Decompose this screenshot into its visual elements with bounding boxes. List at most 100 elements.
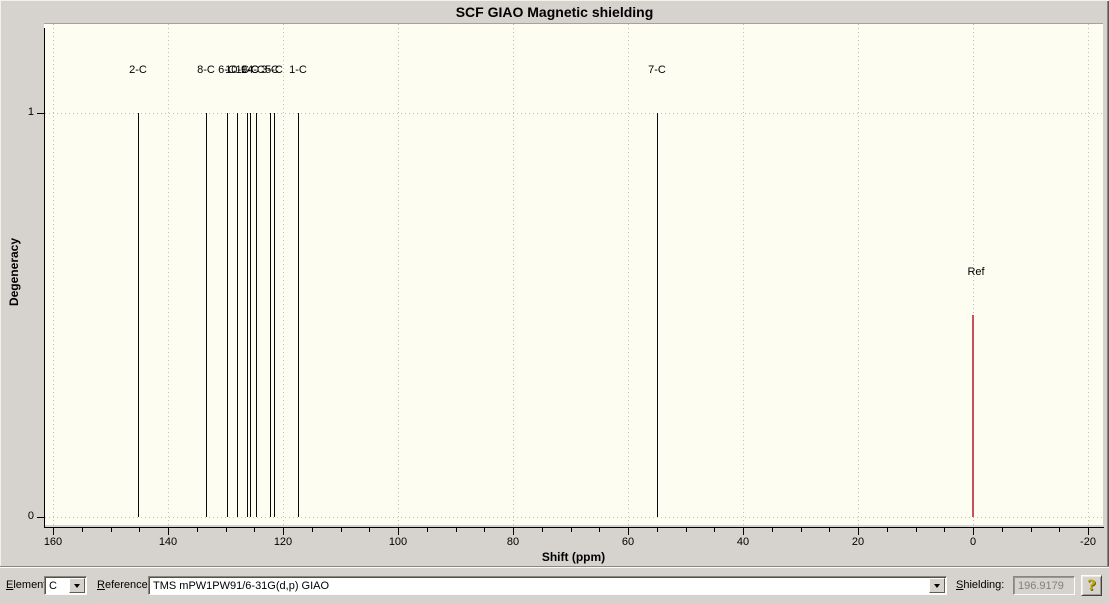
peak-line bbox=[298, 113, 299, 517]
peak-line bbox=[250, 113, 251, 517]
help-button[interactable]: ? bbox=[1081, 575, 1102, 596]
x-gridline bbox=[743, 24, 744, 525]
x-tick bbox=[225, 528, 227, 532]
x-tick-label: 120 bbox=[273, 536, 293, 548]
x-tick bbox=[829, 528, 831, 532]
x-tick bbox=[340, 528, 342, 532]
y-axis-title: Degeneracy bbox=[7, 237, 21, 307]
x-tick bbox=[53, 528, 54, 535]
x-tick bbox=[1001, 528, 1003, 532]
x-tick bbox=[484, 528, 486, 532]
x-tick-label: 80 bbox=[506, 536, 520, 548]
x-tick bbox=[110, 528, 112, 532]
y-tick bbox=[37, 113, 44, 114]
peak-line bbox=[256, 113, 257, 517]
x-tick-label: 0 bbox=[969, 536, 977, 548]
chevron-down-icon bbox=[74, 583, 80, 588]
x-tick bbox=[886, 528, 888, 532]
x-tick-label: 40 bbox=[736, 536, 750, 548]
x-tick bbox=[254, 528, 256, 532]
reference-combo-arrow-icon[interactable] bbox=[929, 578, 945, 593]
help-question-icon: ? bbox=[1087, 577, 1096, 594]
x-tick bbox=[1030, 528, 1032, 532]
element-combo-arrow-icon[interactable] bbox=[69, 578, 85, 593]
x-tick-label: 60 bbox=[621, 536, 635, 548]
x-gridline bbox=[973, 24, 974, 525]
x-gridline bbox=[1088, 24, 1089, 525]
peak-label: 3-C bbox=[261, 64, 279, 76]
peak-label: 4-C bbox=[247, 64, 265, 76]
x-tick bbox=[915, 528, 917, 532]
x-tick bbox=[81, 528, 83, 532]
peak-line bbox=[274, 113, 275, 517]
plot-area[interactable] bbox=[44, 24, 1103, 525]
x-tick bbox=[1059, 528, 1061, 532]
x-gridline bbox=[283, 24, 284, 525]
x-tick-label: 100 bbox=[388, 536, 408, 548]
chevron-down-icon bbox=[934, 583, 940, 588]
peak-line bbox=[237, 113, 238, 517]
x-tick bbox=[771, 528, 773, 532]
peak-line bbox=[138, 113, 139, 517]
x-tick bbox=[541, 528, 543, 532]
x-tick-label: 140 bbox=[158, 536, 178, 548]
peak-label: 5-C bbox=[265, 64, 283, 76]
x-tick bbox=[973, 528, 974, 535]
peak-label: 2-C bbox=[129, 64, 147, 76]
x-tick bbox=[283, 528, 284, 535]
element-label: Element: bbox=[6, 579, 50, 591]
x-tick-label: -20 bbox=[1080, 536, 1096, 548]
reference-combo-value: TMS mPW1PW91/6-31G(d,p) GIAO bbox=[153, 580, 330, 592]
reference-combo[interactable]: TMS mPW1PW91/6-31G(d,p) GIAO bbox=[148, 576, 947, 595]
x-tick bbox=[570, 528, 572, 532]
toolbar: Element: C Reference: TMS mPW1PW91/6-31G… bbox=[0, 566, 1109, 604]
y-axis-line bbox=[44, 28, 45, 527]
shielding-label: Shielding: bbox=[956, 579, 1005, 591]
x-tick bbox=[743, 528, 744, 535]
x-tick bbox=[196, 528, 198, 532]
peak-line bbox=[247, 113, 248, 517]
x-tick bbox=[800, 528, 802, 532]
shielding-field: 196.9179 bbox=[1013, 576, 1075, 595]
chart-region: SCF GIAO Magnetic shielding Shift (ppm) … bbox=[7, 4, 1104, 564]
x-tick bbox=[685, 528, 687, 532]
x-tick-label: 20 bbox=[851, 536, 865, 548]
y-tick-label: 0 bbox=[27, 510, 34, 522]
y-tick bbox=[37, 517, 44, 518]
element-combo-value: C bbox=[49, 580, 57, 592]
x-tick bbox=[944, 528, 946, 532]
reference-line bbox=[972, 315, 974, 517]
x-gridline bbox=[398, 24, 399, 525]
x-tick bbox=[714, 528, 716, 532]
x-tick bbox=[599, 528, 601, 532]
x-tick-label: 160 bbox=[43, 536, 63, 548]
x-gridline bbox=[513, 24, 514, 525]
x-tick bbox=[139, 528, 141, 532]
x-tick bbox=[513, 528, 514, 535]
peak-label: 8-C bbox=[197, 64, 215, 76]
x-axis-line bbox=[44, 527, 1104, 528]
peak-label: 9-C bbox=[241, 64, 259, 76]
x-tick bbox=[858, 528, 859, 535]
peak-label: 11-C bbox=[235, 64, 259, 76]
plot-top-border bbox=[44, 23, 1103, 24]
peak-line bbox=[657, 113, 658, 517]
reference-label: Reference: bbox=[97, 579, 151, 591]
x-tick bbox=[1088, 528, 1089, 535]
chart-title: SCF GIAO Magnetic shielding bbox=[455, 4, 654, 20]
y-tick-label: 1 bbox=[27, 106, 34, 118]
reference-label: Ref bbox=[967, 266, 985, 278]
x-tick bbox=[311, 528, 313, 532]
x-tick bbox=[455, 528, 457, 532]
peak-label: 6-C bbox=[218, 64, 236, 76]
peak-line bbox=[227, 113, 228, 517]
peak-label: 7-C bbox=[648, 64, 666, 76]
peak-line bbox=[270, 113, 271, 517]
x-axis-title: Shift (ppm) bbox=[541, 550, 606, 564]
x-tick bbox=[398, 528, 399, 535]
element-combo[interactable]: C bbox=[44, 576, 87, 595]
x-gridline bbox=[628, 24, 629, 525]
peak-label: 1-C bbox=[289, 64, 307, 76]
x-tick bbox=[426, 528, 428, 532]
